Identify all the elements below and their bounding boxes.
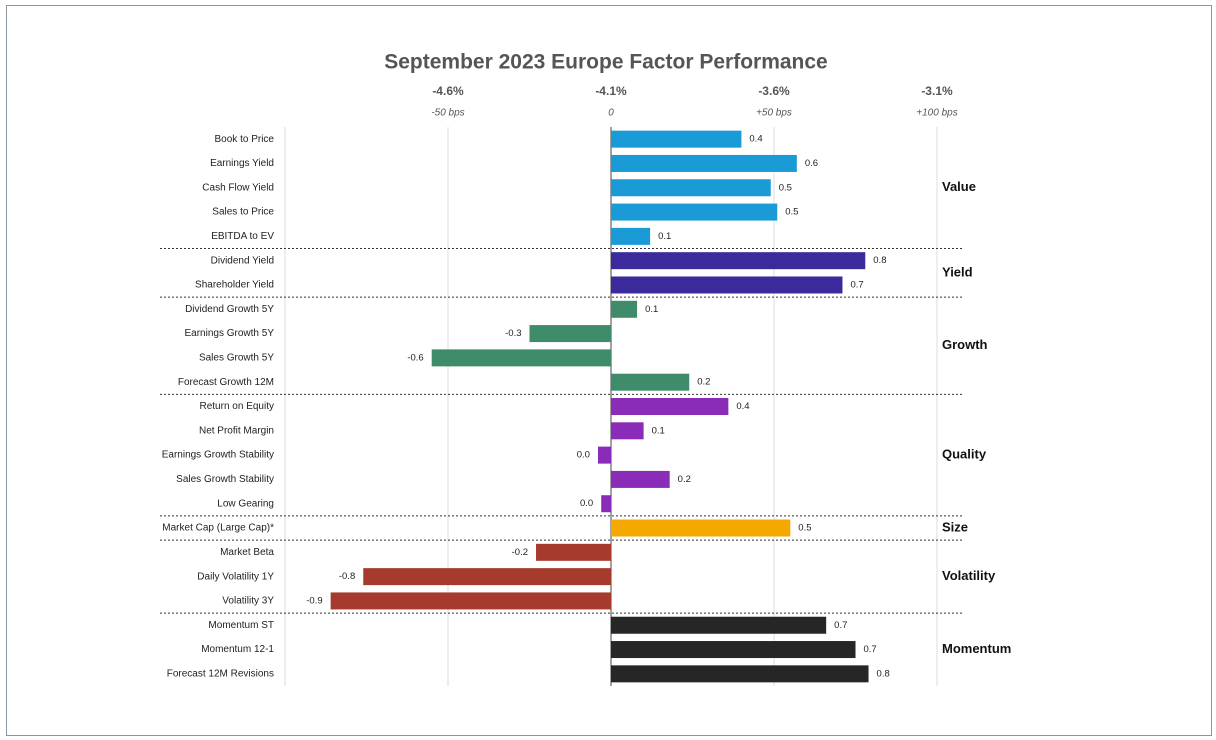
bar [611, 252, 866, 270]
bar [529, 325, 611, 343]
category-label: Sales Growth 5Y [199, 353, 274, 364]
category-label: Return on Equity [200, 401, 275, 412]
value-label: -0.2 [512, 547, 528, 558]
category-label: Market Beta [220, 547, 274, 558]
category-label: Cash Flow Yield [202, 182, 274, 193]
group-label: Momentum [942, 641, 1011, 656]
category-label: Daily Volatility 1Y [197, 571, 274, 582]
bar [611, 665, 869, 683]
value-label: 0.5 [779, 182, 792, 193]
value-label: 0.7 [834, 620, 847, 631]
value-label: 0.7 [864, 644, 877, 655]
category-label: Momentum 12-1 [201, 644, 274, 655]
value-label: 0.2 [678, 474, 691, 485]
value-label: 0.0 [580, 498, 593, 509]
category-label: Dividend Growth 5Y [185, 304, 274, 315]
value-label: 0.1 [658, 231, 671, 242]
x-tick-label: -3.1% [921, 84, 953, 98]
category-label: Sales to Price [212, 207, 274, 218]
value-label: -0.8 [339, 571, 355, 582]
value-label: 0.1 [645, 304, 658, 315]
category-label: Forecast Growth 12M [178, 377, 274, 388]
x-tick-sublabel: 0 [608, 108, 614, 119]
bar [363, 568, 611, 586]
bar [611, 470, 670, 488]
x-tick-sublabel: -50 bps [431, 108, 464, 119]
category-label: Forecast 12M Revisions [167, 668, 274, 679]
bar [611, 300, 638, 318]
x-tick-label: -4.6% [432, 84, 464, 98]
category-label: Earnings Yield [210, 158, 274, 169]
bar [611, 203, 778, 221]
category-label: EBITDA to EV [211, 231, 274, 242]
bar [611, 373, 690, 391]
bar [536, 543, 611, 561]
frame [6, 5, 1212, 736]
value-label: 0.7 [850, 279, 863, 290]
group-label: Value [942, 179, 976, 194]
bar [611, 154, 797, 172]
value-label: -0.9 [306, 595, 322, 606]
x-tick-sublabel: +50 bps [756, 108, 792, 119]
category-label: Market Cap (Large Cap)* [162, 523, 274, 534]
category-label: Book to Price [215, 134, 275, 145]
bar [611, 276, 843, 294]
value-label: 0.4 [736, 401, 749, 412]
bar [330, 592, 611, 610]
x-tick-label: -3.6% [758, 84, 790, 98]
bar [611, 519, 791, 537]
category-label: Volatility 3Y [222, 596, 274, 607]
value-label: 0.5 [785, 207, 798, 218]
chart-title: September 2023 Europe Factor Performance [384, 51, 828, 74]
bar [431, 349, 611, 367]
group-label: Growth [942, 337, 988, 352]
x-tick-sublabel: +100 bps [916, 108, 957, 119]
group-label: Yield [942, 264, 973, 279]
category-label: Sales Growth Stability [176, 474, 274, 485]
x-tick-label: -4.1% [595, 84, 627, 98]
value-label: 0.2 [697, 377, 710, 388]
group-label: Volatility [942, 568, 996, 583]
value-label: 0.8 [877, 668, 890, 679]
value-label: -0.6 [407, 352, 423, 363]
value-label: 0.0 [577, 450, 590, 461]
bar [597, 446, 611, 464]
bar [611, 130, 742, 148]
bar [611, 616, 827, 634]
category-label: Momentum ST [208, 620, 274, 631]
bar [611, 398, 729, 415]
category-label: Net Profit Margin [199, 425, 274, 436]
value-label: 0.4 [749, 134, 762, 145]
category-label: Shareholder Yield [195, 280, 274, 291]
group-label: Quality [942, 447, 987, 462]
category-label: Earnings Growth 5Y [185, 328, 275, 339]
category-label: Low Gearing [217, 498, 274, 509]
value-label: 0.5 [798, 523, 811, 534]
bar [601, 495, 611, 513]
value-label: 0.6 [805, 158, 818, 169]
value-label: -0.3 [505, 328, 521, 339]
bar [611, 179, 771, 197]
bar [611, 641, 856, 659]
bar [611, 227, 651, 245]
value-label: 0.8 [873, 255, 886, 266]
bar [611, 422, 644, 440]
category-label: Earnings Growth Stability [162, 450, 274, 461]
value-label: 0.1 [652, 425, 665, 436]
group-label: Size [942, 519, 968, 534]
category-label: Dividend Yield [211, 255, 274, 266]
